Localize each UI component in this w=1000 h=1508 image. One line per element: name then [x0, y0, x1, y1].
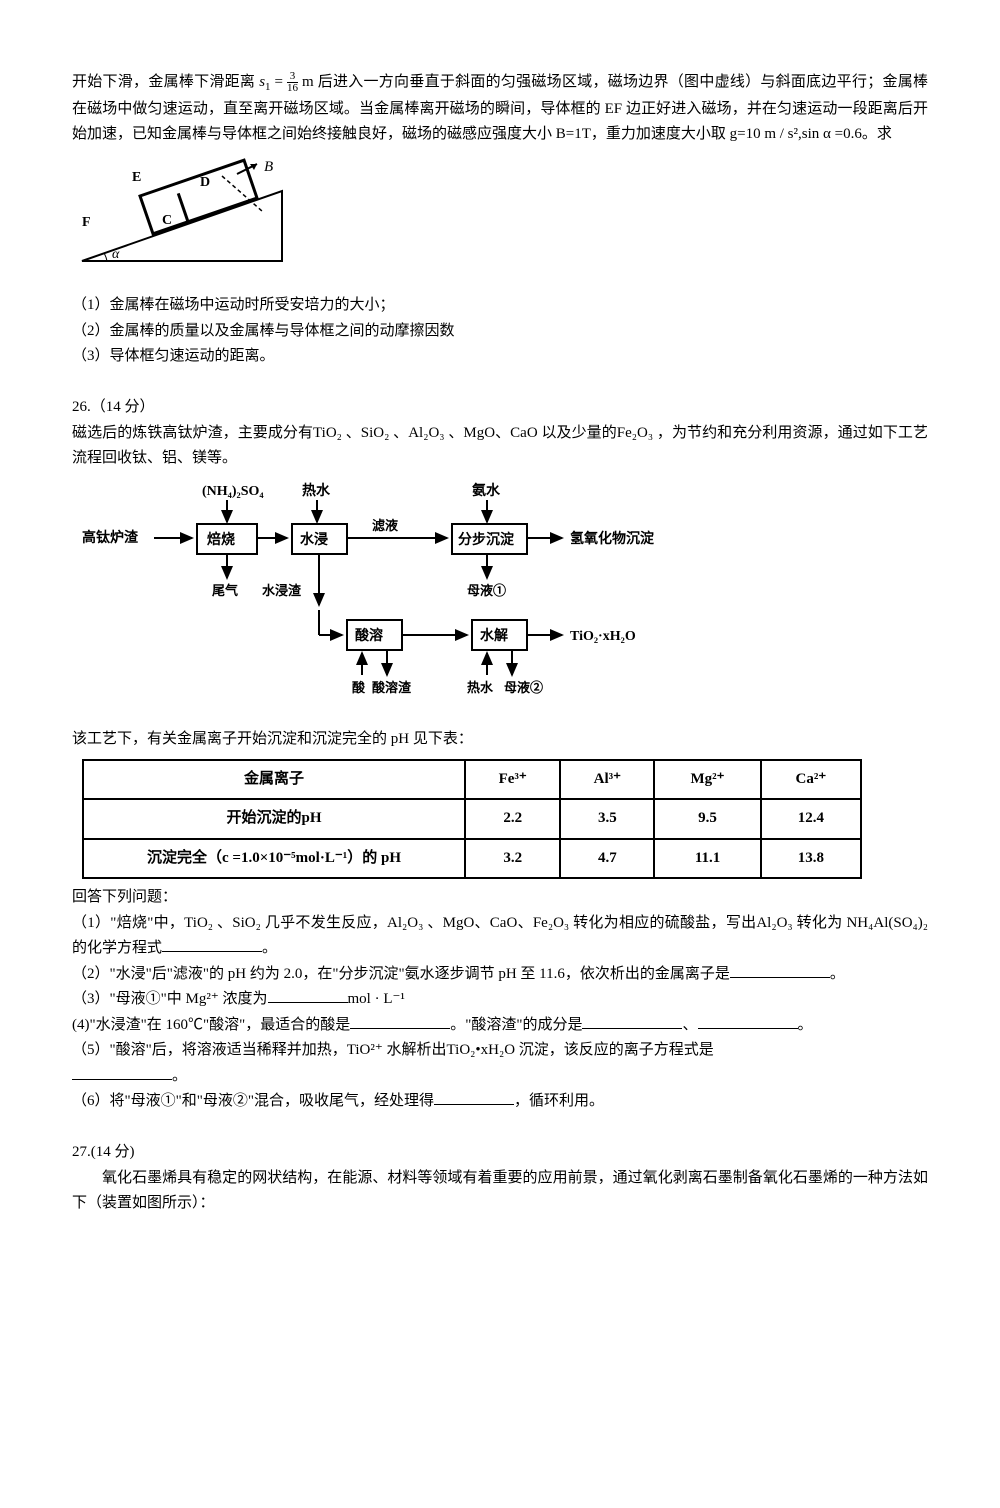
q26-answer-header: 回答下列问题：	[72, 885, 928, 911]
svg-text:氢氧化物沉淀: 氢氧化物沉淀	[570, 530, 655, 547]
svg-text:α: α	[112, 247, 120, 262]
th-al: Al³⁺	[560, 760, 654, 800]
blank[interactable]	[698, 1013, 798, 1029]
svg-text:酸溶: 酸溶	[355, 627, 383, 644]
q26-a3: （3）"母液①"中 Mg²⁺ 浓度为mol · L⁻¹	[72, 987, 928, 1013]
blank[interactable]	[730, 962, 830, 978]
svg-text:热水: 热水	[467, 680, 494, 695]
blank[interactable]	[268, 987, 348, 1003]
q26-header: 26.（14 分）	[72, 395, 928, 421]
svg-text:热水: 热水	[302, 482, 331, 499]
svg-text:母液②: 母液②	[504, 680, 543, 695]
cell: 3.2	[465, 839, 560, 879]
svg-text:滤液: 滤液	[372, 518, 398, 533]
q26-a4: (4)"水浸渣"在 160℃"酸溶"，最适合的酸是。"酸溶渣"的成分是、。	[72, 1013, 928, 1039]
blank[interactable]	[72, 1064, 172, 1080]
blank[interactable]	[582, 1013, 682, 1029]
svg-text:F: F	[82, 215, 91, 230]
svg-text:水解: 水解	[480, 627, 508, 644]
inclined-plane-diagram: E F C D B α	[72, 156, 928, 286]
svg-text:尾气: 尾气	[212, 583, 238, 598]
q25-sub3: （3）导体框匀速运动的距离。	[72, 344, 928, 370]
ph-table: 金属离子 Fe³⁺ Al³⁺ Mg²⁺ Ca²⁺ 开始沉淀的pH 2.2 3.5…	[82, 759, 862, 880]
svg-text:水浸渣: 水浸渣	[262, 583, 302, 598]
svg-text:TiO₂·xH₂O: TiO₂·xH₂O	[570, 629, 636, 644]
cell: 12.4	[761, 799, 861, 839]
svg-text:母液①: 母液①	[467, 583, 506, 598]
row-start: 开始沉淀的pH	[83, 799, 465, 839]
th-ion: 金属离子	[83, 760, 465, 800]
q26-a2: （2）"水浸"后"滤液"的 pH 约为 2.0，在"分步沉淀"氨水逐步调节 pH…	[72, 962, 928, 988]
cell: 3.5	[560, 799, 654, 839]
svg-text:B: B	[264, 159, 273, 175]
q27-header: 27.(14 分)	[72, 1140, 928, 1166]
process-flowchart: (NH₄)₂SO₄ 热水 氨水 高钛炉渣 焙烧 水浸 滤液 分步沉淀 氢氧化物沉…	[72, 480, 928, 720]
cell: 9.5	[654, 799, 761, 839]
th-ca: Ca²⁺	[761, 760, 861, 800]
svg-text:D: D	[200, 175, 210, 190]
cell: 13.8	[761, 839, 861, 879]
q26-table-intro: 该工艺下，有关金属离子开始沉淀和沉淀完全的 pH 见下表：	[72, 727, 928, 753]
svg-text:E: E	[132, 170, 141, 185]
q26-a5: （5）"酸溶"后，将溶液适当稀释并加热，TiO²⁺ 水解析出TiO₂•xH₂O …	[72, 1038, 928, 1089]
q25-sub1: （1）金属棒在磁场中运动时所受安培力的大小；	[72, 293, 928, 319]
svg-text:C: C	[162, 213, 172, 228]
q25-sub2: （2）金属棒的质量以及金属棒与导体框之间的动摩擦因数	[72, 319, 928, 345]
th-fe: Fe³⁺	[465, 760, 560, 800]
q26-intro: 磁选后的炼铁高钛炉渣，主要成分有TiO₂ 、SiO₂ 、Al₂O₃ 、MgO、C…	[72, 421, 928, 472]
blank[interactable]	[162, 936, 262, 952]
q26-a6: （6）将"母液①"和"母液②"混合，吸收尾气，经处理得，循环利用。	[72, 1089, 928, 1115]
svg-text:水浸: 水浸	[300, 531, 328, 548]
cell: 2.2	[465, 799, 560, 839]
q25-intro: 开始下滑，金属棒下滑距离 s1 = 316 m 后进入一方向垂直于斜面的匀强磁场…	[72, 70, 928, 148]
q26-a1: （1）"焙烧"中，TiO₂ 、SiO₂ 几乎不发生反应，Al₂O₃ 、MgO、C…	[72, 911, 928, 962]
blank[interactable]	[350, 1013, 450, 1029]
row-complete: 沉淀完全（c =1.0×10⁻⁵mol·L⁻¹）的 pH	[83, 839, 465, 879]
svg-text:高钛炉渣: 高钛炉渣	[82, 529, 139, 546]
svg-text:分步沉淀: 分步沉淀	[458, 531, 515, 548]
svg-text:酸: 酸	[352, 680, 366, 695]
text: 开始下滑，金属棒下滑距离	[72, 74, 255, 90]
q27-intro: 氧化石墨烯具有稳定的网状结构，在能源、材料等领域有着重要的应用前景，通过氧化剥离…	[72, 1166, 928, 1217]
cell: 4.7	[560, 839, 654, 879]
svg-text:氨水: 氨水	[472, 482, 501, 499]
svg-text:焙烧: 焙烧	[207, 531, 235, 548]
blank[interactable]	[434, 1089, 514, 1105]
svg-text:(NH₄)₂SO₄: (NH₄)₂SO₄	[202, 484, 264, 499]
th-mg: Mg²⁺	[654, 760, 761, 800]
cell: 11.1	[654, 839, 761, 879]
svg-text:酸溶渣: 酸溶渣	[372, 680, 412, 695]
